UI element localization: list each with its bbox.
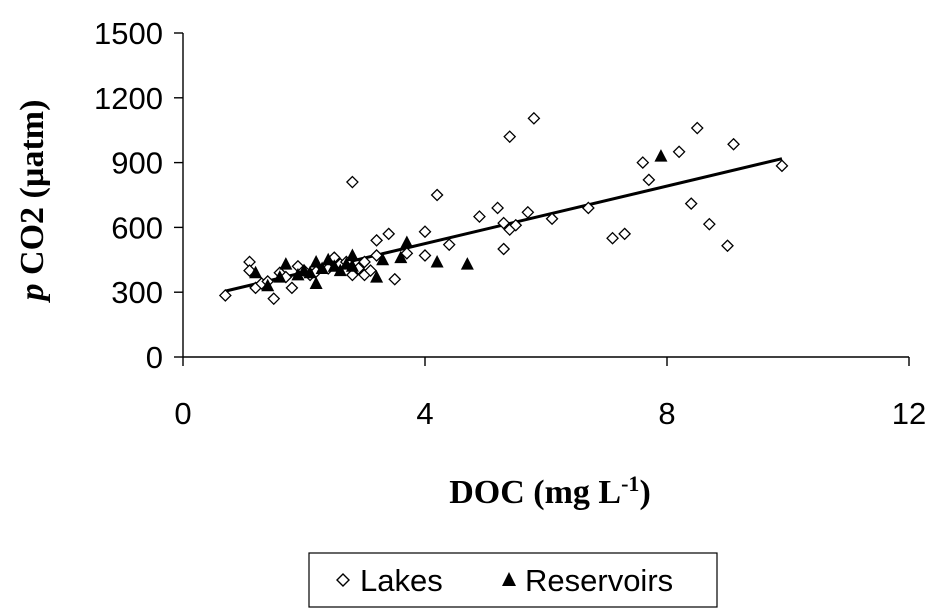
reservoirs-point bbox=[333, 263, 347, 277]
y-tick-label: 900 bbox=[111, 146, 163, 181]
y-tick-label: 0 bbox=[146, 340, 163, 375]
lakes-point bbox=[503, 130, 517, 144]
lakes-point bbox=[382, 227, 396, 241]
lakes-point bbox=[672, 145, 686, 159]
lakes-point bbox=[364, 264, 377, 278]
reservoirs-point bbox=[345, 259, 359, 272]
lakes-point bbox=[581, 201, 595, 215]
reservoirs-point bbox=[273, 270, 287, 283]
reservoirs-point bbox=[400, 235, 414, 249]
lakes-point bbox=[497, 216, 511, 230]
lakes-point bbox=[497, 242, 511, 256]
reservoirs-point bbox=[370, 270, 384, 283]
lakes-point bbox=[606, 231, 619, 245]
x-axis-title-close: ) bbox=[639, 474, 650, 511]
lakes-point bbox=[727, 137, 740, 151]
x-tick-label: 4 bbox=[416, 396, 433, 431]
lakes-point bbox=[545, 212, 559, 226]
y-ticks: 0 300 600 900 1200 1500 bbox=[94, 16, 183, 375]
x-tick-label: 0 bbox=[174, 396, 191, 431]
lakes-point bbox=[618, 227, 632, 241]
lakes-point bbox=[702, 217, 716, 231]
x-axis-title-main: DOC (mg L bbox=[449, 474, 621, 511]
reservoirs-point bbox=[291, 267, 305, 281]
legend-reservoirs-marker bbox=[502, 572, 516, 586]
lakes-point bbox=[521, 205, 535, 219]
reservoirs-point bbox=[430, 254, 444, 268]
lakes-point bbox=[285, 281, 299, 295]
lakes-point bbox=[388, 272, 402, 286]
y-tick-label: 300 bbox=[111, 275, 163, 310]
y-tick-label: 600 bbox=[111, 210, 163, 245]
legend-lakes-label: Lakes bbox=[360, 563, 443, 598]
reservoirs-point bbox=[394, 250, 408, 264]
reservoirs-point bbox=[261, 278, 275, 292]
reservoirs-point bbox=[249, 265, 263, 279]
lakes-point bbox=[636, 156, 650, 170]
lakes-point bbox=[418, 249, 432, 262]
lakes-point bbox=[721, 239, 734, 253]
reservoirs-point bbox=[279, 257, 293, 270]
legend-reservoirs-label: Reservoirs bbox=[525, 563, 673, 598]
legend-lakes-marker bbox=[336, 573, 350, 587]
y-tick-label: 1500 bbox=[94, 16, 163, 51]
axes bbox=[182, 33, 909, 358]
lakes-point bbox=[491, 201, 505, 215]
y-axis-title-main: CO2 (µatm) bbox=[14, 100, 51, 284]
y-axis-title-italic: p bbox=[14, 283, 51, 303]
lakes-point bbox=[642, 173, 656, 187]
lakes-point bbox=[345, 268, 359, 282]
reservoirs-point bbox=[654, 149, 668, 162]
lakes-point bbox=[400, 246, 414, 260]
reservoirs-point bbox=[309, 276, 323, 290]
reservoirs-point bbox=[460, 257, 474, 270]
lakes-point bbox=[430, 188, 444, 202]
lakes-point bbox=[527, 111, 541, 125]
lakes-point bbox=[690, 121, 704, 135]
reservoirs-point bbox=[345, 248, 359, 261]
y-axis-title: p CO2 (µatm) bbox=[14, 100, 51, 304]
lakes-point bbox=[218, 289, 232, 302]
reservoirs-point bbox=[315, 261, 329, 274]
lakes-point bbox=[684, 197, 698, 211]
lakes-point bbox=[775, 159, 789, 173]
lakes-point bbox=[442, 238, 456, 252]
lakes-point bbox=[473, 210, 486, 224]
lakes-point bbox=[267, 292, 281, 306]
reservoirs-point bbox=[376, 252, 390, 266]
x-axis-title: DOC (mg L-1) bbox=[449, 471, 651, 512]
lakes-point bbox=[370, 233, 384, 247]
x-tick-label: 8 bbox=[658, 396, 675, 431]
reservoirs-point bbox=[309, 254, 323, 268]
y-tick-label: 1200 bbox=[94, 81, 163, 116]
lakes-point bbox=[345, 175, 359, 189]
lakes-point bbox=[509, 218, 523, 232]
lakes-point bbox=[370, 249, 384, 262]
legend: Lakes Reservoirs bbox=[308, 552, 718, 608]
lakes-point bbox=[418, 225, 432, 239]
reservoirs-point bbox=[321, 252, 335, 266]
x-axis-title-superscript: -1 bbox=[621, 471, 639, 496]
x-ticks: 0 4 8 12 bbox=[174, 357, 926, 431]
data-points bbox=[218, 111, 789, 306]
lakes-point bbox=[358, 255, 371, 269]
reservoirs-point bbox=[303, 265, 317, 279]
x-tick-label: 12 bbox=[892, 396, 926, 431]
reservoirs-point bbox=[327, 259, 341, 272]
